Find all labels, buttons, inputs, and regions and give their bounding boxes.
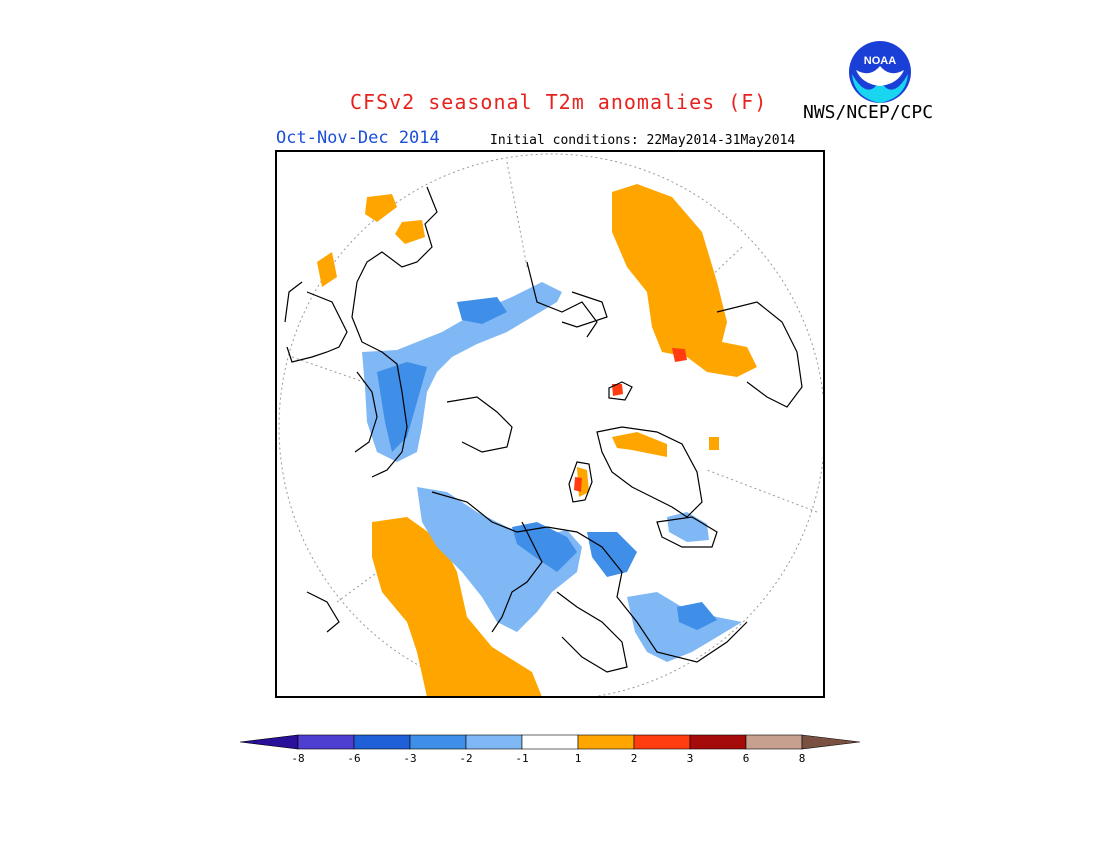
organization-label: NWS/NCEP/CPC <box>803 102 934 123</box>
initial-conditions-label: Initial conditions: 22May2014-31May2014 <box>490 133 796 148</box>
coastlines <box>284 186 803 673</box>
season-label: Oct-Nov-Dec 2014 <box>276 128 440 148</box>
colorbar-tick-label: 1 <box>574 752 582 765</box>
logo-text: NOAA <box>864 55 896 67</box>
colorbar-segment <box>521 734 579 750</box>
latitude-circle <box>278 153 823 696</box>
polar-map <box>278 153 823 696</box>
colorbar-upper-extension <box>801 734 861 750</box>
polar-map-frame <box>275 150 825 698</box>
noaa-logo: NOAA <box>849 41 911 103</box>
colorbar-tick-label: -1 <box>515 752 529 765</box>
colorbar-tick-label: -3 <box>403 752 417 765</box>
colorbar-segment <box>745 734 803 750</box>
colorbar-tick-label: 8 <box>798 752 806 765</box>
colorbar-lower-extension <box>239 734 299 750</box>
colorbar-segment <box>689 734 747 750</box>
colorbar-tick-label: -6 <box>347 752 361 765</box>
colorbar-tick-label: -8 <box>291 752 305 765</box>
colorbar-segment <box>633 734 691 750</box>
hot-spot-areas <box>574 348 687 492</box>
colorbar <box>239 734 861 750</box>
colorbar-segment <box>409 734 467 750</box>
chart-title: CFSv2 seasonal T2m anomalies (F) <box>350 90 768 114</box>
warm-anomaly-areas <box>317 184 757 696</box>
colorbar-tick-label: -2 <box>459 752 473 765</box>
colorbar-segment <box>465 734 523 750</box>
colorbar-segment <box>577 734 635 750</box>
colorbar-tick-label: 6 <box>742 752 750 765</box>
colorbar-segment <box>353 734 411 750</box>
colorbar-segment <box>297 734 355 750</box>
colorbar-tick-label: 3 <box>686 752 694 765</box>
colorbar-tick-label: 2 <box>630 752 638 765</box>
